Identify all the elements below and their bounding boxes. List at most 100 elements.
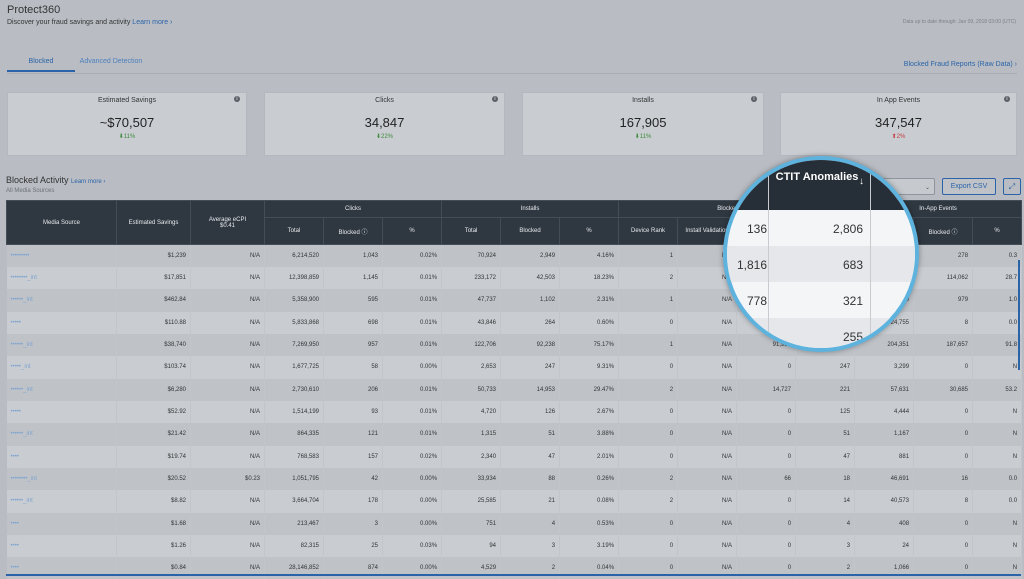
table-row[interactable]: ••••••_int $38,740 N/A 7,269,950 957 0.01% 122… (6, 333, 1023, 357)
info-icon[interactable]: i (234, 96, 240, 102)
learn-more-link[interactable]: Learn more › (132, 19, 173, 26)
table-cell: N/A (190, 333, 265, 357)
table-cell: 70,924 (441, 244, 502, 267)
table-cell: 122,706 (441, 333, 502, 357)
col-events-pct[interactable]: % (972, 217, 1023, 245)
media-source-link[interactable]: •••• (6, 512, 117, 535)
col-estimated-savings[interactable]: Estimated Savings (116, 200, 191, 245)
table-cell: 25,585 (441, 490, 502, 513)
col-media-source[interactable]: Media Source (6, 200, 117, 245)
table-row[interactable]: ••••• $52.92 N/A 1,514,199 93 0.01% 4,720 126 2.… (6, 400, 1023, 424)
col-clicks-total[interactable]: Total (264, 217, 324, 245)
table-cell: 9.31% (559, 356, 620, 379)
col-installs-blocked[interactable]: Blocked (500, 217, 561, 245)
magnifier-row: 1,816 683 (727, 246, 915, 282)
table-row[interactable]: ••••••_int $21.42 N/A 864,335 121 0.01% 1,315 5… (6, 423, 1023, 446)
col-average-ecpi[interactable]: Average eCPI $0.41 (190, 200, 265, 245)
media-source-link[interactable]: ••••••_int (6, 289, 117, 312)
arrow-down-icon: ⬇ (634, 134, 640, 140)
magnifier-cell: 136 (746, 222, 767, 236)
tab-blocked[interactable]: Blocked (7, 56, 75, 72)
table-row[interactable]: •••• $1.68 N/A 213,467 3 0.00% 751 4 0.53% 0 N/A 0 4… (6, 512, 1023, 535)
data-updated-note: Data up to date through: Jan 09, 2018 03… (902, 19, 1016, 25)
table-row[interactable]: •••• $0.84 N/A 28,146,852 874 0.00% 4,529 2 0.04… (6, 557, 1023, 579)
table-cell: 0.01% (382, 333, 443, 357)
export-csv-button[interactable]: Export CSV (942, 178, 996, 195)
table-cell: 8 (913, 490, 974, 513)
table-row[interactable]: •••••_int $103.74 N/A 1,677,725 58 0.00% 2,653… (6, 356, 1023, 379)
media-source-link[interactable]: ••••••_int (6, 423, 117, 446)
media-source-link[interactable]: ••••••••_int (6, 266, 117, 290)
table-cell: N/A (190, 557, 265, 579)
table-cell: 58 (323, 356, 383, 379)
info-icon[interactable]: i (751, 96, 757, 102)
table-cell: $0.84 (116, 557, 191, 579)
table-row[interactable]: ••••••••_int $17,851 N/A 12,398,859 1,145 0.0… (6, 266, 1023, 290)
table-cell: 16 (913, 467, 974, 491)
table-cell: 51 (500, 423, 561, 446)
table-cell: N/A (677, 356, 738, 379)
table-cell: N/A (190, 534, 265, 558)
table-row[interactable]: ••••••_int $6,280 N/A 2,730,610 206 0.01% 50,7… (6, 378, 1023, 401)
table-cell: N/A (190, 512, 265, 535)
table-cell: 14 (795, 490, 856, 513)
info-icon[interactable]: i (492, 96, 498, 102)
media-source-link[interactable]: ••••••_int (6, 490, 117, 513)
col-installs-total[interactable]: Total (441, 217, 502, 245)
table-row[interactable]: ••••••••_int $20.52 $0.23 1,051,795 42 0.00% 3… (6, 467, 1023, 491)
magnifier-cell: 321 (842, 294, 863, 308)
sort-down-icon[interactable]: ↓ (859, 176, 864, 187)
table-cell: 2 (618, 378, 679, 401)
media-source-link[interactable]: •••• (6, 534, 117, 558)
card-value: 167,905 (619, 115, 667, 130)
table-cell: 94 (441, 534, 502, 558)
col-events-blocked[interactable]: Blocked ⓘ (913, 217, 974, 245)
col-clicks-blocked[interactable]: Blocked ⓘ (323, 217, 383, 245)
table-cell: 125 (795, 400, 856, 424)
table-cell: 698 (323, 311, 383, 334)
media-source-link[interactable]: ••••••••_int (6, 467, 117, 491)
table-cell: 0 (618, 400, 679, 424)
media-source-link[interactable]: ••••••_int (6, 378, 117, 401)
table-cell: 864,335 (264, 423, 324, 446)
media-source-link[interactable]: •••• (6, 445, 117, 468)
table-cell: 221 (795, 378, 856, 401)
table-cell: 0.00% (382, 467, 443, 491)
table-cell: N/A (677, 557, 738, 579)
table-cell: 187,657 (913, 333, 974, 357)
media-source-link[interactable]: ••••• (6, 400, 117, 424)
table-row[interactable]: ••••••_int $8.82 N/A 3,664,704 178 0.00% 25,58… (6, 490, 1023, 513)
media-source-link[interactable]: •••••_int (6, 356, 117, 379)
table-cell: N (972, 356, 1023, 379)
table-row[interactable]: •••• $1.26 N/A 82,315 25 0.03% 94 3 3.19% 0 N/A 0 3 2… (6, 534, 1023, 558)
col-clicks-pct[interactable]: % (381, 217, 443, 245)
table-cell: 88 (500, 467, 561, 491)
expand-icon[interactable]: ⤢ (1003, 178, 1021, 195)
table-cell: N/A (190, 490, 265, 513)
tab-advanced-detection[interactable]: Advanced Detection (79, 58, 143, 65)
table-cell: 2,340 (441, 445, 502, 468)
media-source-link[interactable]: ••••••••• (6, 244, 117, 267)
table-cell: 18 (795, 467, 856, 491)
card-delta: ⬇11% (634, 134, 652, 140)
vertical-scrollbar[interactable] (1018, 260, 1020, 370)
table-cell: 42 (323, 467, 383, 491)
table-row[interactable]: •••• $19.74 N/A 768,583 157 0.02% 2,340 47 2.01%… (6, 445, 1023, 468)
section-learn-more-link[interactable]: Learn more › (71, 179, 106, 185)
table-cell: 0.03% (382, 534, 443, 558)
table-cell: 0.01% (382, 423, 443, 446)
media-source-link[interactable]: •••• (6, 557, 117, 579)
media-source-link[interactable]: ••••••_int (6, 333, 117, 357)
table-cell: 206 (323, 378, 383, 401)
col-installs-pct[interactable]: % (559, 217, 620, 245)
info-icon[interactable]: i (1004, 96, 1010, 102)
blocked-fraud-reports-link[interactable]: Blocked Fraud Reports (Raw Data) › (903, 61, 1017, 68)
col-device-rank[interactable]: Device Rank (618, 217, 679, 245)
table-cell: 178 (323, 490, 383, 513)
table-cell: 92,238 (500, 333, 561, 357)
table-cell: 8 (913, 311, 974, 334)
table-cell: 0.0 (972, 467, 1023, 491)
table-cell: 75.17% (559, 333, 620, 357)
table-cell: 1,145 (323, 266, 383, 290)
media-source-link[interactable]: ••••• (6, 311, 117, 334)
